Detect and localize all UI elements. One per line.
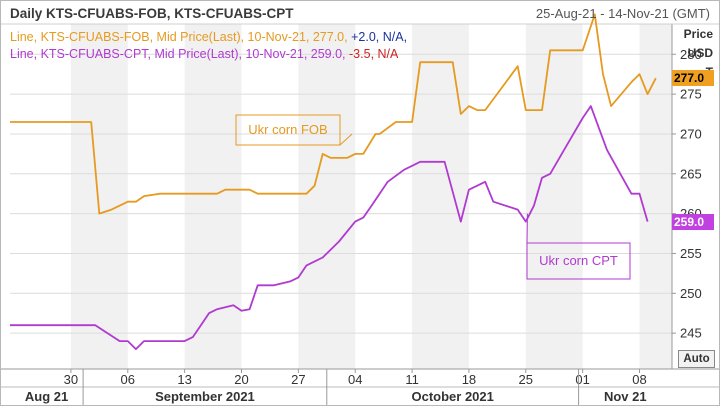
y-tick-label: 250 (680, 286, 702, 301)
last-value-tag-fob: 277.0 (672, 70, 714, 87)
callout-fob: Ukr corn FOB (248, 122, 328, 137)
x-tick-label: 11 (405, 372, 419, 387)
auto-scale-button[interactable]: Auto (678, 350, 715, 368)
y-tick-label: 245 (680, 326, 702, 341)
y-tick-label: 280 (680, 47, 702, 62)
callout-fob-leader (339, 133, 353, 146)
week-band (525, 24, 583, 369)
legend-fob-status: , N/A, (375, 30, 408, 44)
week-band (412, 24, 469, 369)
month-label: October 2021 (411, 389, 493, 404)
x-tick-label: 13 (177, 372, 191, 387)
y-tick-label: 255 (680, 246, 702, 261)
series-cpt-line (10, 105, 649, 351)
axis-unit-usd: USD (687, 46, 713, 60)
legend-cpt-text: Line, KTS-CFUABS-CPT, Mid Price(Last), 1… (10, 47, 350, 61)
date-range: 25-Aug-21 - 14-Nov-21 (GMT) (535, 6, 710, 21)
x-tick-label: 08 (632, 372, 646, 387)
x-tick-label: 18 (462, 372, 476, 387)
x-tick-label: 20 (234, 372, 248, 387)
callout-fob-box (235, 114, 341, 146)
month-label: Nov 21 (604, 389, 647, 404)
month-label: Aug 21 (25, 389, 68, 404)
x-tick-label: 27 (291, 372, 305, 387)
week-band (184, 24, 242, 369)
chart-title: Daily KTS-CFUABS-FOB, KTS-CFUABS-CPT (10, 6, 294, 21)
y-tick-label: 270 (680, 126, 702, 141)
month-label: September 2021 (155, 389, 255, 404)
last-value-tag-cpt: 259.0 (672, 213, 714, 230)
legend-fob-change: +2.0 (351, 30, 376, 44)
x-tick-label: 25 (519, 372, 533, 387)
series-fob-line (10, 13, 657, 215)
x-tick-label: 01 (575, 372, 589, 387)
y-tick-label: 275 (680, 87, 702, 102)
callout-cpt: Ukr corn CPT (539, 253, 618, 268)
legend-fob: Line, KTS-CFUABS-FOB, Mid Price(Last), 1… (10, 30, 407, 44)
x-tick-label: 06 (121, 372, 135, 387)
x-tick-label: 30 (64, 372, 78, 387)
legend-cpt-status: , N/A (370, 47, 399, 61)
week-band (298, 24, 356, 369)
axis-unit-price: Price (683, 27, 713, 41)
week-band (70, 24, 128, 369)
y-tick-label: 265 (680, 166, 702, 181)
legend-cpt-change: -3.5 (349, 47, 371, 61)
legend-cpt: Line, KTS-CFUABS-CPT, Mid Price(Last), 1… (10, 47, 398, 61)
week-band (639, 24, 672, 369)
callout-cpt-box (526, 242, 631, 280)
legend-fob-text: Line, KTS-CFUABS-FOB, Mid Price(Last), 1… (10, 30, 352, 44)
x-tick-label: 04 (348, 372, 362, 387)
